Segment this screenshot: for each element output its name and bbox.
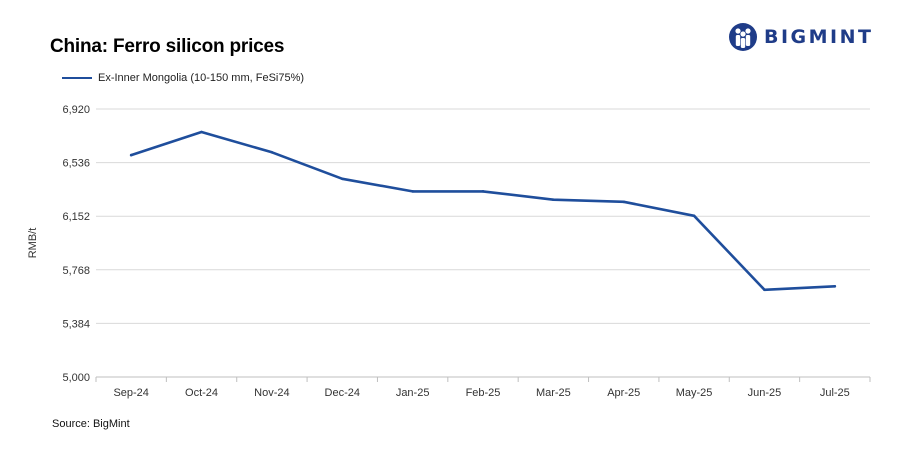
- data-point: [340, 177, 344, 181]
- data-point: [692, 214, 696, 218]
- chart-title: China: Ferro silicon prices: [50, 36, 285, 57]
- bigmint-logo-text: BIGMINT: [764, 26, 874, 48]
- data-point: [129, 153, 133, 157]
- x-tick-label: Jun-25: [748, 387, 782, 399]
- x-tick-label: Feb-25: [466, 387, 501, 399]
- y-axis-label: RMB/t: [27, 228, 39, 259]
- legend-label: Ex-Inner Mongolia (10-150 mm, FeSi75%): [98, 72, 305, 84]
- x-tick-label: Oct-24: [185, 387, 218, 399]
- data-point: [411, 190, 414, 193]
- data-point: [552, 198, 555, 202]
- data-point: [833, 284, 837, 288]
- bigmint-logo-icon: [729, 23, 757, 51]
- gridlines: [96, 108, 870, 378]
- x-tick-label: Jul-25: [820, 387, 850, 399]
- data-point: [763, 288, 766, 292]
- x-tick-label: Sep-24: [113, 387, 148, 399]
- y-tick-label: 6,536: [62, 158, 90, 170]
- legend-swatch: [62, 76, 92, 80]
- x-tick-label: Mar-25: [536, 387, 571, 399]
- bigmint-logo: BIGMINT: [728, 22, 874, 52]
- y-tick-label: 5,384: [62, 318, 90, 330]
- x-tick-label: Nov-24: [254, 387, 289, 399]
- y-tick-label: 5,000: [62, 372, 90, 384]
- data-point: [200, 130, 203, 134]
- y-tick-label: 6,152: [62, 211, 90, 223]
- x-tick-label: May-25: [676, 387, 713, 399]
- x-tick-label: Jan-25: [396, 387, 430, 399]
- y-tick-label: 5,768: [62, 265, 90, 277]
- data-point: [270, 150, 274, 154]
- legend: Ex-Inner Mongolia (10-150 mm, FeSi75%): [62, 72, 304, 84]
- x-axis: Sep-24 Oct-24 Nov-24 Dec-24 Jan-25 Feb-25 Mar-…: [95, 377, 871, 399]
- y-axis: 6,920 6,536 6,152 5,768 5,384 5,000: [62, 104, 90, 384]
- x-tick-label: Apr-25: [607, 387, 640, 399]
- series-line: [129, 130, 837, 292]
- y-tick-label: 6,920: [62, 104, 90, 116]
- series-lines: [129, 130, 837, 292]
- x-tick-label: Dec-24: [325, 387, 360, 399]
- source-note: Source: BigMint: [52, 418, 130, 430]
- data-point: [622, 200, 626, 204]
- data-point: [481, 190, 485, 193]
